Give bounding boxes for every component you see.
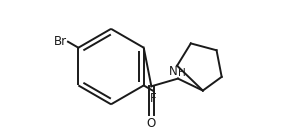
Text: F: F [150,92,157,105]
Text: N: N [169,65,178,78]
Text: Br: Br [54,35,67,48]
Text: O: O [147,117,156,130]
Text: H: H [178,68,186,78]
